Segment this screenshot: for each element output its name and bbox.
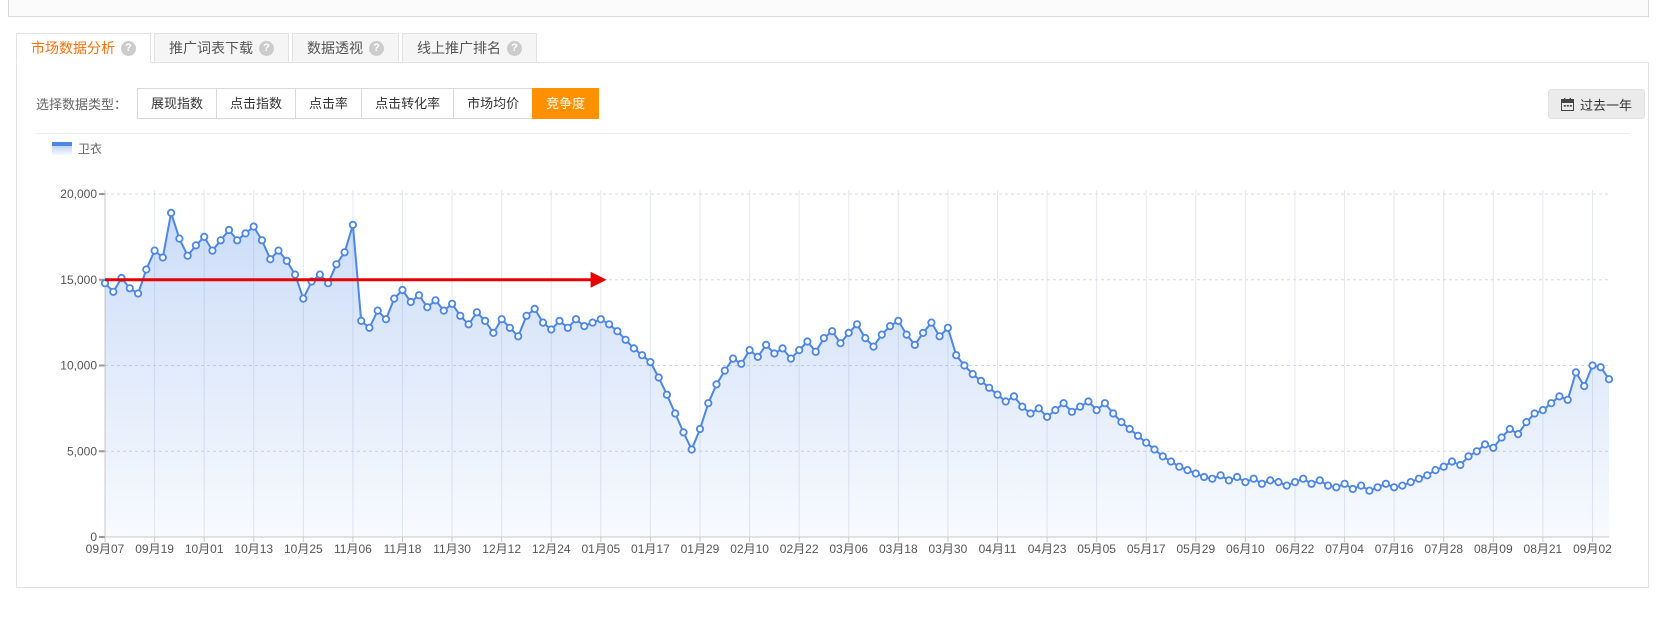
legend-swatch	[52, 142, 72, 155]
tab-label: 推广词表下载	[169, 40, 253, 56]
collapsed-panel-above	[8, 0, 1649, 17]
help-icon[interactable]: ?	[121, 40, 136, 56]
legend-item-hoodie[interactable]: 卫衣	[52, 140, 102, 157]
legend-label: 卫衣	[78, 142, 103, 156]
help-icon[interactable]: ?	[259, 40, 274, 56]
tab-data-perspective[interactable]: 数据透视 ?	[292, 33, 399, 63]
tab-online-promotion-ranking[interactable]: 线上推广排名 ?	[402, 33, 537, 63]
data-type-toolbar: 选择数据类型： 展现指数 点击指数 点击率 点击转化率 市场均价 竞争度	[36, 88, 600, 119]
button-click-conversion-rate[interactable]: 点击转化率	[361, 88, 455, 119]
button-competition-index[interactable]: 竞争度	[532, 88, 600, 119]
button-market-average-price[interactable]: 市场均价	[453, 88, 534, 119]
date-range-button[interactable]: 过去一年	[1547, 89, 1645, 119]
date-range-label: 过去一年	[1579, 97, 1632, 113]
button-click-rate[interactable]: 点击率	[295, 88, 363, 119]
tab-label: 数据透视	[307, 40, 363, 56]
button-impression-index[interactable]: 展现指数	[137, 88, 218, 119]
market-analysis-panel	[16, 62, 1649, 588]
chart-top-divider	[36, 133, 1629, 134]
tab-promotion-wordlist-download[interactable]: 推广词表下载 ?	[154, 33, 289, 63]
help-icon[interactable]: ?	[369, 40, 384, 56]
module-tabs: 市场数据分析 ? 推广词表下载 ? 数据透视 ? 线上推广排名 ?	[16, 33, 537, 63]
tab-market-data-analysis[interactable]: 市场数据分析 ?	[16, 33, 151, 63]
tab-label: 线上推广排名	[417, 40, 501, 56]
calendar-icon	[1560, 97, 1574, 111]
data-type-label: 选择数据类型：	[36, 97, 128, 112]
tab-label: 市场数据分析	[31, 40, 115, 56]
help-icon[interactable]: ?	[507, 40, 522, 56]
button-click-index[interactable]: 点击指数	[216, 88, 297, 119]
